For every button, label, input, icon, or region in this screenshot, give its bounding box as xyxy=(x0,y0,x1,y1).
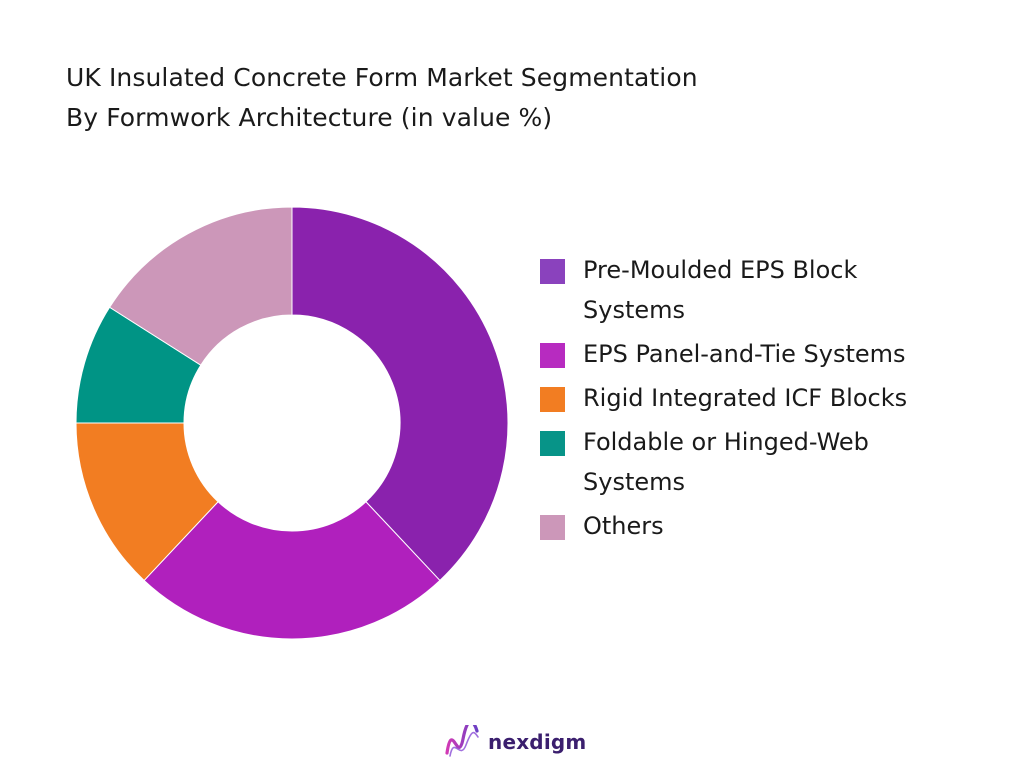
legend-label-line: Pre-Moulded EPS Block xyxy=(583,256,858,284)
legend-swatch xyxy=(540,259,565,284)
donut-slice-0 xyxy=(291,206,509,582)
legend-label-line: EPS Panel-and-Tie Systems xyxy=(583,340,906,368)
legend-swatch xyxy=(540,387,565,412)
legend-item-pre-moulded-eps: Pre-Moulded EPS Block Systems xyxy=(540,250,1010,330)
legend-item-others: Others xyxy=(540,506,1010,546)
legend-label-line: Foldable or Hinged-Web xyxy=(583,428,869,456)
chart-title-line-2: By Formwork Architecture (in value %) xyxy=(66,103,553,132)
brand-name: nexdigm xyxy=(488,730,587,754)
nexdigm-wave-logo-icon xyxy=(445,725,479,757)
brand-logo: nexdigm xyxy=(444,722,586,762)
chart-title-line-1: UK Insulated Concrete Form Market Segmen… xyxy=(66,63,698,92)
legend-swatch xyxy=(540,515,565,540)
legend-item-eps-panel-and-tie: EPS Panel-and-Tie Systems xyxy=(540,334,1010,374)
legend-item-foldable-hinged-web: Foldable or Hinged-Web Systems xyxy=(540,422,1010,502)
legend-label-line: Rigid Integrated ICF Blocks xyxy=(583,384,908,412)
legend-item-rigid-integrated-icf: Rigid Integrated ICF Blocks xyxy=(540,378,1010,418)
legend-label-line: Systems xyxy=(583,296,685,324)
legend-swatch xyxy=(540,431,565,456)
chart-legend: Pre-Moulded EPS Block Systems EPS Panel-… xyxy=(540,250,1010,550)
legend-label-line: Others xyxy=(583,512,664,540)
donut-slice-4 xyxy=(108,206,293,366)
legend-swatch xyxy=(540,343,565,368)
chart-title: UK Insulated Concrete Form Market Segmen… xyxy=(66,58,926,138)
donut-slice-1 xyxy=(143,501,441,640)
legend-label-line: Systems xyxy=(583,468,685,496)
